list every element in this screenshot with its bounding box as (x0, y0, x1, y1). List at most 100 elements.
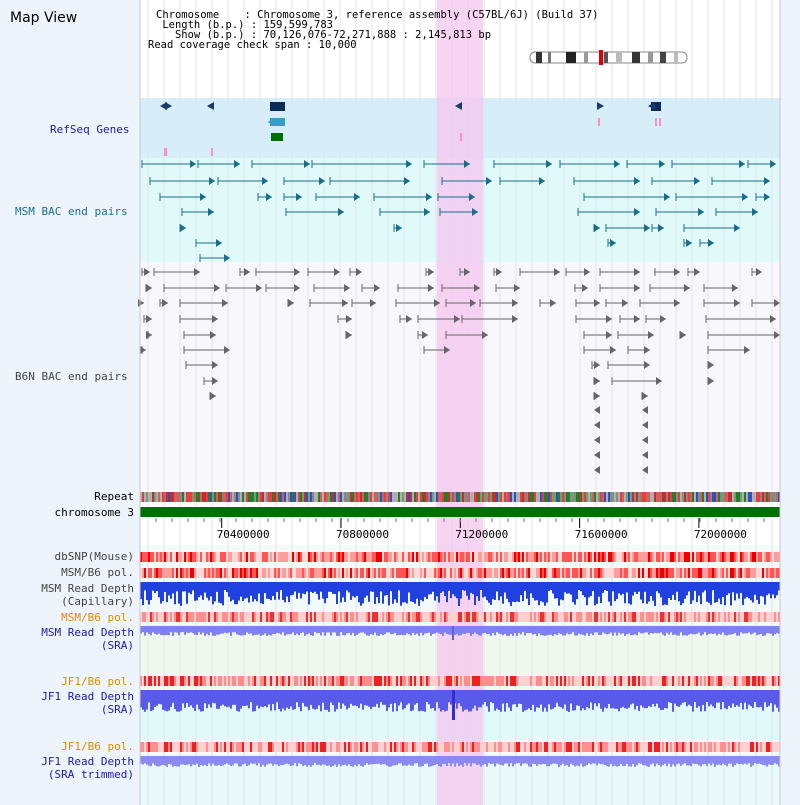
msm-b6-pol-heat (246, 568, 248, 578)
jf1-b6-pol-heat (144, 676, 146, 686)
jf1-trim-depth (248, 756, 250, 766)
refseq-genes-label[interactable]: RefSeq Genes (50, 123, 130, 136)
jf1-sra-depth (308, 690, 310, 711)
msm-sra-depth (162, 626, 164, 636)
jf1-b6-pol-heat-2 (686, 742, 688, 752)
jf1-b6-pol-heat-2 (556, 742, 558, 752)
jf1-b6-pol-heat (698, 676, 700, 686)
msm-sra-depth (746, 626, 748, 634)
jf1-b6-pol-heat (140, 676, 142, 686)
jf1-trim-depth (530, 756, 532, 767)
msm-sra-depth (152, 626, 154, 633)
jf1-sra-depth (472, 690, 474, 709)
jf1-trim-depth (418, 756, 420, 767)
jf1-b6-pol-label-1[interactable]: JF1/B6 pol. (61, 675, 134, 688)
jf1-b6-pol-heat-2 (672, 742, 674, 752)
jf1-sra-depth (532, 690, 534, 705)
msm-b6-pol-heat (730, 568, 732, 578)
msm-b6-pol-heat (492, 568, 494, 578)
jf1-sra-depth (334, 690, 336, 712)
repeat-segment (650, 492, 652, 502)
jf1-sra-depth (242, 690, 244, 706)
msm-b6-pol-heat-2 (322, 612, 324, 622)
msm-b6-pol-heat (286, 568, 288, 578)
msm-sra-depth (654, 626, 656, 633)
msm-b6-pol-heat-2 (546, 612, 548, 622)
msm-sra-depth (572, 626, 574, 633)
jf1-b6-pol-heat (474, 676, 476, 686)
msm-b6-pol-label-1[interactable]: MSM/B6 pol. (61, 566, 134, 579)
b6n-bac-arrow (634, 268, 640, 276)
jf1-b6-pol-heat-2 (466, 742, 468, 752)
jf1-read-depth-sra-label[interactable]: JF1 Read Depth (SRA) (41, 690, 134, 716)
jf1-b6-pol-heat-2 (160, 742, 162, 752)
msm-read-depth-label-2: MSM Read Depth (41, 626, 134, 639)
dbsnp-heat (246, 552, 248, 562)
jf1-sra-depth (712, 690, 714, 707)
jf1-sra-depth (524, 690, 526, 711)
msm-capillary-depth (454, 582, 456, 597)
jf1-sra-depth (672, 690, 674, 712)
msm-capillary-depth (224, 582, 226, 591)
b6n-bac-arrow (342, 299, 348, 307)
dbsnp-heat (508, 552, 510, 562)
msm-bac-end-pairs-label[interactable]: MSM BAC end pairs (15, 205, 128, 218)
repeat-segment (664, 492, 666, 502)
dbsnp-heat (568, 552, 570, 562)
msm-b6-pol-heat (360, 568, 362, 578)
jf1-trim-depth (778, 756, 780, 767)
msm-sra-depth (168, 626, 170, 636)
dbsnp-heat (588, 552, 590, 562)
jf1-b6-pol-heat (648, 676, 650, 686)
msm-read-depth-capillary-label[interactable]: MSM Read Depth (Capillary) (41, 582, 134, 608)
jf1-b6-pol-heat (340, 676, 342, 686)
jf1-b6-pol-heat (624, 676, 626, 686)
msm-b6-pol-heat (528, 568, 530, 578)
dbsnp-label[interactable]: dbSNP(Mouse) (54, 550, 134, 563)
msm-capillary-depth (626, 582, 628, 593)
jf1-b6-pol-heat-2 (278, 742, 280, 752)
msm-b6-pol-heat (444, 568, 446, 578)
jf1-b6-pol-label-2[interactable]: JF1/B6 pol. (61, 740, 134, 753)
msm-capillary-depth (452, 582, 454, 595)
msm-b6-pol-heat-2 (390, 612, 392, 622)
dbsnp-heat (334, 552, 336, 562)
b6n-bac-arrow (594, 299, 600, 307)
msm-sra-depth (512, 626, 514, 636)
jf1-b6-pol-heat-2 (416, 742, 418, 752)
msm-sra-depth (446, 626, 448, 635)
msm-b6-pol-heat-2 (534, 612, 536, 622)
msm-sra-depth (488, 626, 490, 635)
repeat-segment (770, 492, 772, 502)
jf1-read-depth-trimmed-label[interactable]: JF1 Read Depth (SRA trimmed) (41, 755, 134, 781)
jf1-trim-depth (632, 756, 634, 765)
dbsnp-heat (532, 552, 534, 562)
msm-capillary-depth (442, 582, 444, 592)
b6n-bac-end-pairs-label[interactable]: B6N BAC end pairs (15, 370, 128, 383)
msm-b6-pol-heat-2 (726, 612, 728, 622)
msm-b6-pol-label-2[interactable]: MSM/B6 pol. (61, 611, 134, 624)
msm-sra-depth (260, 626, 262, 636)
b6n-bac-arrow (140, 346, 146, 354)
msm-capillary-depth (634, 582, 636, 592)
jf1-b6-pol-heat (526, 676, 528, 686)
jf1-sra-depth (622, 690, 624, 707)
msm-sra-depth (610, 626, 612, 633)
jf1-b6-pol-heat-2 (722, 742, 724, 752)
jf1-trim-depth (744, 756, 746, 764)
msm-b6-pol-heat (278, 568, 280, 578)
msm-b6-pol-heat-2 (222, 612, 224, 622)
dbsnp-heat (644, 552, 646, 562)
dbsnp-heat (460, 552, 462, 562)
repeat-segment (580, 492, 582, 502)
dbsnp-heat (626, 552, 628, 562)
jf1-trim-depth (740, 756, 742, 764)
jf1-trim-depth (464, 756, 466, 764)
msm-read-depth-sra-label[interactable]: MSM Read Depth (SRA) (41, 626, 134, 652)
jf1-b6-pol-heat (516, 676, 518, 686)
dbsnp-heat (344, 552, 346, 562)
jf1-sra-depth (258, 690, 260, 709)
msm-b6-pol-heat-2 (502, 612, 504, 622)
jf1-b6-pol-heat-2 (648, 742, 650, 752)
